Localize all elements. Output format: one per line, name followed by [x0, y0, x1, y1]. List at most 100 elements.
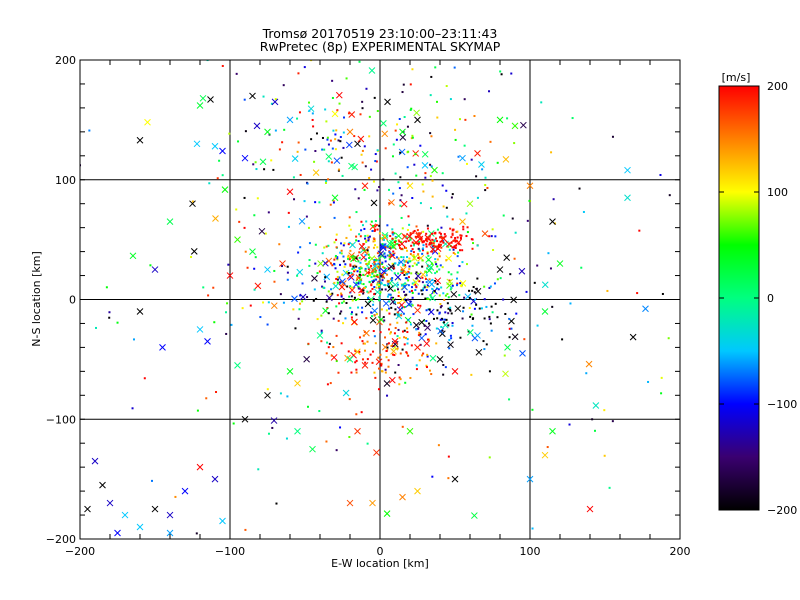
data-point-dot: [484, 184, 487, 187]
data-point-dot: [355, 257, 358, 260]
data-point-dot: [435, 270, 438, 273]
data-point-cross: [253, 122, 261, 130]
data-point-dot: [349, 285, 352, 288]
data-point-cross: [511, 122, 519, 130]
data-point-dot: [390, 306, 393, 309]
data-point-dot: [336, 256, 339, 259]
data-point-dot: [329, 139, 332, 142]
data-point-dot: [278, 243, 281, 246]
data-point-cross: [478, 161, 485, 168]
data-point-dot: [439, 318, 442, 321]
data-point-dot: [218, 159, 221, 162]
data-point-dot: [448, 242, 451, 245]
data-point-dot: [362, 242, 365, 245]
data-point-dot: [372, 224, 375, 227]
data-point-dot: [377, 262, 380, 265]
data-point-dot: [347, 350, 350, 353]
data-point-dot: [364, 349, 367, 352]
data-point-dot: [349, 306, 352, 309]
data-point-dot: [443, 318, 446, 321]
data-point-dot: [510, 327, 513, 330]
data-point-dot: [394, 371, 397, 374]
data-point-cross: [316, 332, 324, 339]
data-point-dot: [424, 333, 427, 336]
data-point-dot: [405, 246, 408, 249]
data-point-dot: [405, 321, 408, 324]
data-point-cross: [429, 354, 437, 362]
data-point-dot: [403, 329, 406, 332]
data-point-dot: [278, 148, 281, 151]
data-point-dot: [279, 293, 282, 296]
data-point-cross: [346, 499, 354, 507]
data-point-dot: [415, 328, 418, 331]
data-point-dot: [149, 264, 152, 267]
data-point-dot: [382, 266, 385, 269]
data-point-dot: [438, 255, 441, 258]
data-point-dot: [438, 312, 441, 315]
data-point-dot: [350, 313, 353, 316]
data-point-dot: [667, 337, 670, 340]
data-point-dot: [206, 60, 209, 62]
data-point-dot: [340, 295, 343, 298]
data-point-dot: [406, 249, 409, 252]
data-point-cross: [249, 92, 256, 100]
data-point-cross: [381, 130, 389, 138]
data-point-dot: [221, 64, 224, 67]
data-point-dot: [608, 486, 611, 489]
data-point-dot: [384, 255, 387, 258]
data-point-dot: [510, 72, 513, 75]
data-point-dot: [340, 292, 343, 295]
data-point-dot: [436, 317, 439, 320]
data-point-dot: [388, 285, 391, 288]
data-point-dot: [401, 348, 404, 351]
data-point-dot: [448, 248, 451, 251]
data-point-dot: [511, 217, 514, 220]
data-point-cross: [286, 116, 294, 124]
data-point-dot: [394, 262, 397, 265]
data-point-dot: [456, 282, 459, 285]
data-point-dot: [325, 440, 328, 443]
data-point-cross: [309, 445, 316, 453]
data-point-dot: [367, 291, 370, 294]
data-point-dot: [490, 305, 493, 308]
data-point-dot: [365, 239, 368, 242]
data-point-dot: [380, 237, 383, 240]
data-point-dot: [358, 267, 361, 270]
data-point-dot: [466, 226, 469, 229]
data-point-dot: [483, 348, 486, 351]
data-point-dot: [373, 275, 376, 278]
data-point-dot: [335, 277, 338, 280]
data-point-dot: [297, 317, 300, 320]
data-point-dot: [399, 151, 402, 154]
data-point-dot: [394, 326, 397, 329]
data-point-dot: [320, 340, 323, 343]
data-point-dot: [325, 245, 328, 248]
data-point-dot: [415, 286, 418, 289]
data-point-cross: [413, 321, 420, 329]
data-point-dot: [392, 253, 395, 256]
data-point-dot: [435, 237, 438, 240]
data-point-dot: [274, 129, 277, 132]
data-point-dot: [440, 325, 443, 328]
data-point-dot: [417, 256, 420, 259]
data-point-dot: [463, 296, 466, 299]
data-point-dot: [371, 229, 374, 232]
data-point-dot: [411, 241, 414, 244]
data-point-dot: [270, 102, 273, 105]
data-point-dot: [419, 144, 422, 147]
data-point-dot: [442, 205, 445, 208]
data-point-dot: [329, 293, 332, 296]
data-point-dot: [357, 287, 360, 290]
data-point-dot: [500, 73, 503, 76]
data-point-dot: [334, 148, 337, 151]
data-point-dot: [426, 338, 429, 341]
data-point-dot: [357, 306, 360, 309]
data-point-dot: [335, 129, 338, 132]
data-point-dot: [491, 228, 494, 231]
data-point-dot: [340, 252, 343, 255]
data-point-dot: [335, 360, 338, 363]
data-point-dot: [476, 277, 479, 280]
data-point-dot: [457, 251, 460, 254]
data-point-dot: [489, 285, 492, 288]
data-point-dot: [339, 281, 342, 284]
